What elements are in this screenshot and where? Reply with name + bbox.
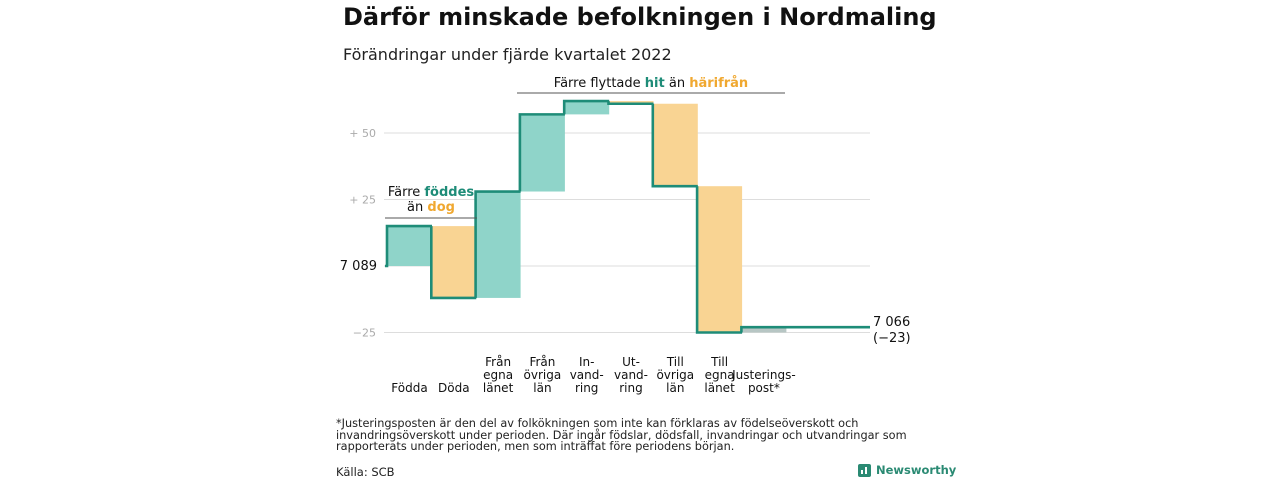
source-label: Källa: SCB (336, 465, 395, 479)
chart-title: Därför minskade befolkningen i Nordmalin… (343, 3, 937, 31)
x-axis-label: In- (579, 355, 594, 369)
x-axis-label: Från (485, 355, 511, 369)
x-axis-label: ring (575, 381, 599, 395)
x-axis-label: Till (666, 355, 684, 369)
waterfall-bar (387, 226, 432, 266)
x-axis-label: Från (529, 355, 555, 369)
start-value-label: 7 089 (340, 259, 377, 274)
x-axis-label: Födda (391, 381, 427, 395)
x-axis-label: ring (619, 381, 643, 395)
waterfall-bar (652, 103, 698, 187)
brand-logo: Newsworthy (858, 463, 956, 477)
bar-chart-icon (858, 463, 871, 477)
waterfall-bar (564, 101, 610, 115)
x-axis-label: länet (704, 381, 735, 395)
annotation-births-deaths-line1: Färre föddes (388, 185, 475, 200)
x-axis-label: län (533, 381, 551, 395)
waterfall-bar (741, 327, 787, 333)
x-axis-label: egna (705, 368, 735, 382)
footnote: *Justeringsposten är den del av folkökni… (336, 417, 907, 453)
waterfall-bar (608, 101, 654, 104)
x-axis-label: län (666, 381, 684, 395)
x-axis-label: övriga (524, 368, 562, 382)
waterfall-bar (431, 226, 477, 298)
x-axis-label: Döda (438, 381, 470, 395)
chart-subtitle: Förändringar under fjärde kvartalet 2022 (343, 45, 672, 64)
x-axis-label: övriga (656, 368, 694, 382)
waterfall-bar (475, 191, 521, 298)
y-tick-label: + 25 (349, 194, 376, 207)
x-axis-label: vand- (570, 368, 604, 382)
x-axis-label: egna (483, 368, 513, 382)
y-tick-label: + 50 (349, 127, 376, 140)
x-axis-label: Ut- (622, 355, 640, 369)
waterfall-bar (697, 186, 743, 333)
x-axis-label: länet (483, 381, 514, 395)
x-axis-label: Till (710, 355, 728, 369)
y-tick-label: −25 (353, 327, 376, 340)
x-axis-label: post* (748, 381, 780, 395)
x-axis-label: vand- (614, 368, 648, 382)
end-change-label: (−23) (873, 331, 911, 346)
brand-name: Newsworthy (876, 463, 957, 477)
end-value-label: 7 066 (873, 315, 910, 330)
x-axis-label: Justerings- (731, 368, 796, 382)
annotation-migration: Färre flyttade hit än härifrån (554, 76, 748, 91)
waterfall-bar (519, 114, 565, 192)
cumulative-step-line (385, 99, 870, 334)
annotation-births-deaths-line2: än dog (407, 200, 455, 215)
